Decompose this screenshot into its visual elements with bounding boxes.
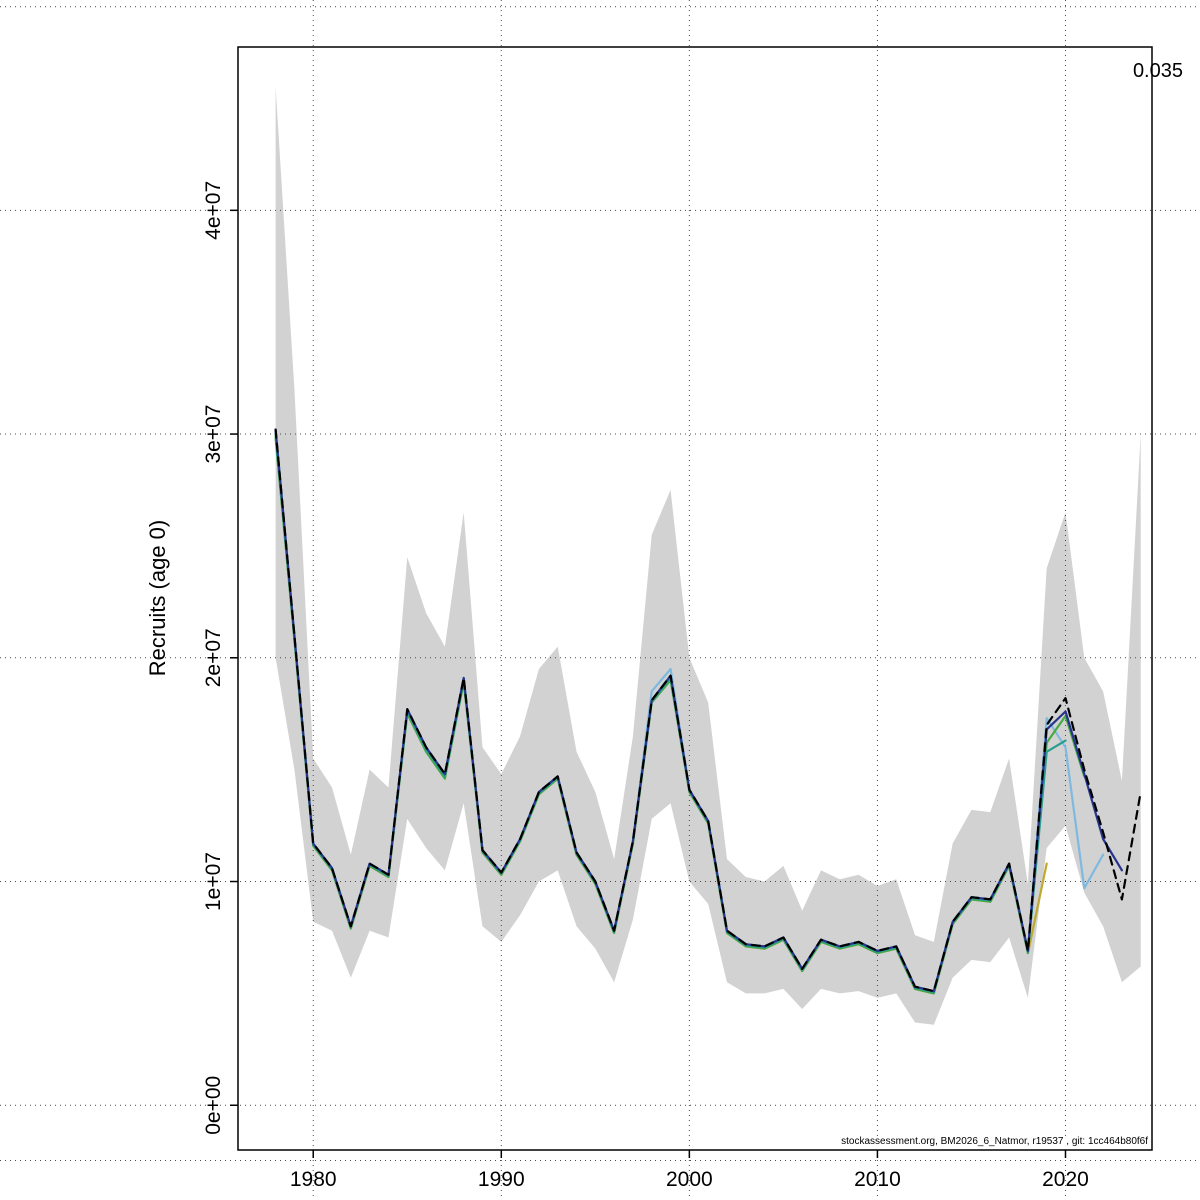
corner-value-label: 0.035	[1132, 60, 1183, 82]
x-tick-label: 1980	[290, 1168, 337, 1191]
x-tick-label: 2020	[1042, 1168, 1089, 1191]
source-caption: stockassessment.org, BM2026_6_Natmor, r1…	[839, 1136, 1150, 1147]
x-tick-label: 1990	[478, 1168, 525, 1191]
y-tick-label: 2e+07	[202, 628, 225, 687]
x-tick-label: 2000	[666, 1168, 713, 1191]
confidence-band	[275, 87, 1141, 1025]
y-tick-label: 3e+07	[202, 405, 225, 464]
x-tick-label: 2010	[854, 1168, 901, 1191]
axes: 0e+00 1e+07 2e+07 3e+07 4e+07 1980 1990 2000 201…	[202, 181, 1089, 1191]
plot-border	[237, 46, 1153, 1151]
y-tick-label: 4e+07	[202, 181, 225, 240]
y-tick-label: 0e+00	[202, 1076, 225, 1135]
series-lines	[274, 428, 1142, 995]
current-run-dashed-line	[274, 428, 1142, 993]
y-axis-title: Recruits (age 0)	[145, 519, 170, 677]
y-tick-label: 1e+07	[202, 852, 225, 911]
